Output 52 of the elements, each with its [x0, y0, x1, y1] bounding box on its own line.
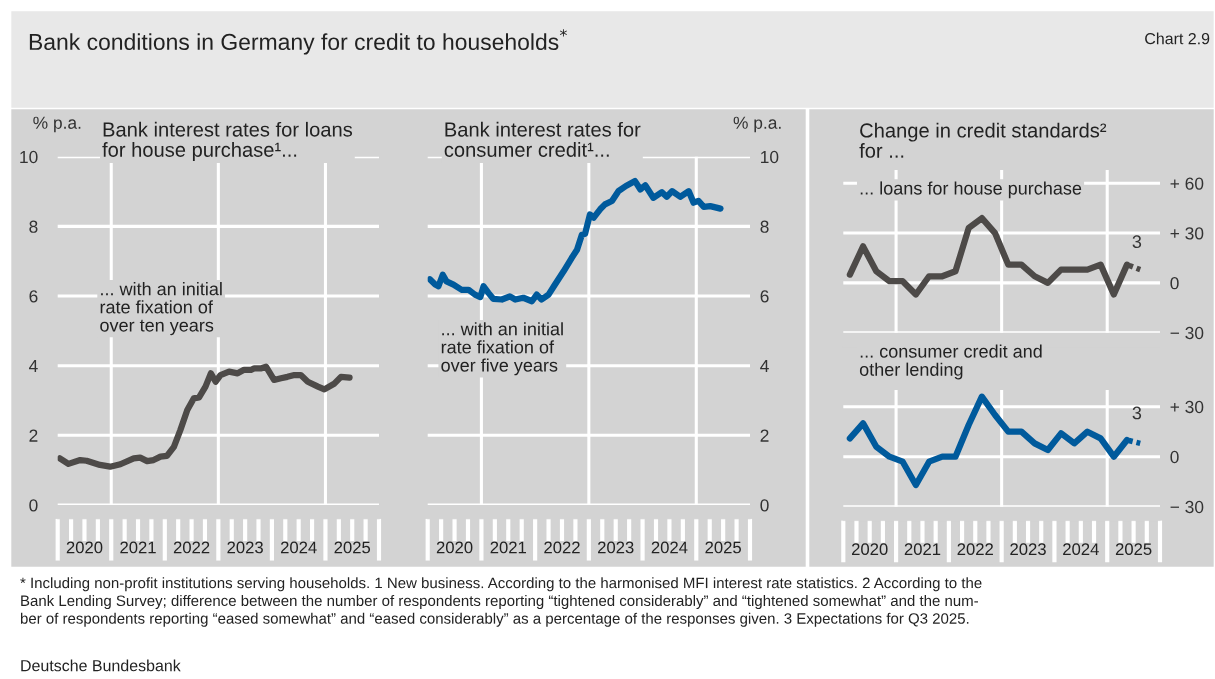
y-tick-label: 0 [29, 499, 38, 512]
caption: Chart 2.9 [1145, 32, 1210, 45]
x-tick-label: 2022 [544, 541, 580, 554]
text: * Including non-profit institutions serving households. 1 New business. According to the harmonised MFI interest rate statistics. 2 According to the Bank Lending Survey; difference between the number of respondents reporting “tightened considerably” and “tightened somewhat” and the num- ber of respondents reporting “eased somewhat” and “eased considerably” as a percentage of the responses given. 3 Expectations for Q3 2025. [20, 577, 982, 627]
y-tick-label: 6 [760, 290, 769, 303]
annotation: 3 [1132, 235, 1142, 249]
text: ... consumer credit and other lending [859, 344, 1042, 380]
y-tick-label: + 30 [1170, 400, 1204, 414]
y-tick-label: 6 [29, 290, 38, 303]
y-tick-label: 10 [761, 150, 779, 164]
x-tick-label: 2021 [904, 543, 941, 556]
series-label: ... loans for house purchase [860, 181, 1082, 199]
x-tick-label: 2020 [851, 543, 888, 556]
annotation: 3 [1132, 406, 1142, 420]
x-tick-label: 2025 [334, 541, 371, 554]
y-tick-label: 4 [29, 360, 38, 372]
text: Bank conditions in Germany for credit to households$^{*}$ [29, 29, 567, 55]
y-tick-label: 8 [760, 220, 769, 233]
y-tick-label: − 30 [1170, 326, 1204, 340]
text: ... with an initial rate fixation of over ten years [100, 282, 222, 336]
x-tick-label: 2024 [280, 541, 317, 554]
x-tick-label: 2021 [490, 541, 526, 554]
x-tick-label: 2020 [66, 541, 103, 554]
chart-title: Bank interest rates for consumer credit¹... [444, 121, 641, 157]
text: Deutsche Bundesbank [21, 659, 181, 672]
x-tick-label: 2023 [227, 541, 263, 554]
y-tick-label: 0 [1170, 450, 1179, 464]
x-tick-label: 2024 [1063, 543, 1099, 556]
y-axis-title: % p.a. [733, 116, 781, 133]
x-tick-label: 2022 [957, 543, 993, 556]
x-tick-label: 2020 [436, 541, 473, 554]
y-tick-label: 0 [760, 499, 769, 512]
y-tick-label: + 30 [1170, 227, 1204, 240]
y-tick-label: 2 [29, 429, 38, 442]
x-tick-label: 2025 [705, 541, 741, 554]
y-tick-label: 8 [29, 220, 38, 233]
x-tick-label: 2023 [598, 541, 634, 554]
x-tick-label: 2021 [120, 541, 156, 554]
x-tick-label: 2025 [1115, 543, 1152, 556]
chart-title: Bank interest rates for loans for house purchase¹... [102, 121, 353, 161]
series-label: ... with an initial rate fixation of over five years [441, 322, 563, 376]
y-tick-label: 0 [1170, 277, 1179, 290]
x-tick-label: 2024 [651, 541, 688, 554]
y-tick-label: 2 [760, 429, 769, 442]
y-tick-label: − 30 [1170, 500, 1204, 514]
chart-title: Change in credit standards² for ... [859, 122, 1107, 158]
y-tick-label: + 60 [1170, 177, 1204, 190]
y-tick-label: 10 [20, 150, 38, 164]
y-axis-title: % p.a. [33, 116, 81, 133]
y-tick-label: 4 [760, 360, 769, 372]
x-tick-label: 2023 [1010, 543, 1046, 556]
x-tick-label: 2022 [173, 541, 210, 554]
